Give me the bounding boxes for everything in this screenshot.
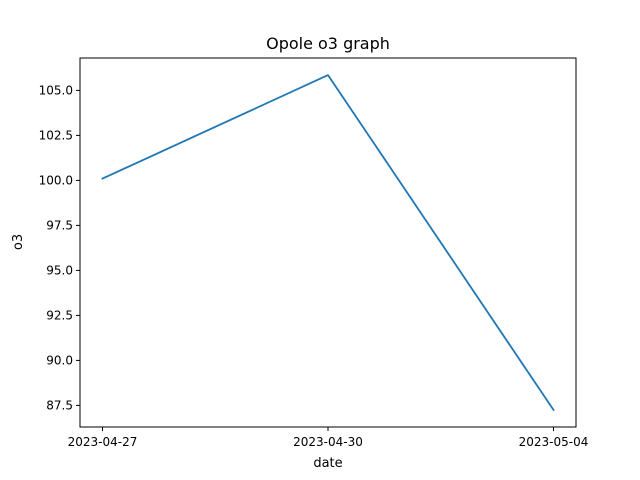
y-tick-label: 90.0 (46, 353, 73, 367)
chart-title: Opole o3 graph (266, 34, 390, 53)
y-tick-label: 97.5 (46, 218, 73, 232)
x-tick-label: 2023-04-30 (293, 435, 363, 449)
y-tick-label: 92.5 (46, 308, 73, 322)
x-tick-label: 2023-04-27 (68, 435, 138, 449)
y-tick-label: 100.0 (39, 173, 73, 187)
y-axis-label: o3 (11, 234, 26, 250)
y-tick-label: 95.0 (46, 263, 73, 277)
x-axis-label: date (313, 456, 342, 471)
y-tick-label: 102.5 (39, 128, 73, 142)
x-tick-label: 2023-05-04 (519, 435, 589, 449)
y-tick-label: 105.0 (39, 83, 73, 97)
plot-area: 87.5 90.0 92.5 95.0 97.5 100.0 102.5 105.0 2023-… (39, 74, 589, 449)
axes-frame (79, 57, 577, 428)
y-tick-label: 87.5 (46, 398, 73, 412)
series-line (101, 74, 555, 412)
